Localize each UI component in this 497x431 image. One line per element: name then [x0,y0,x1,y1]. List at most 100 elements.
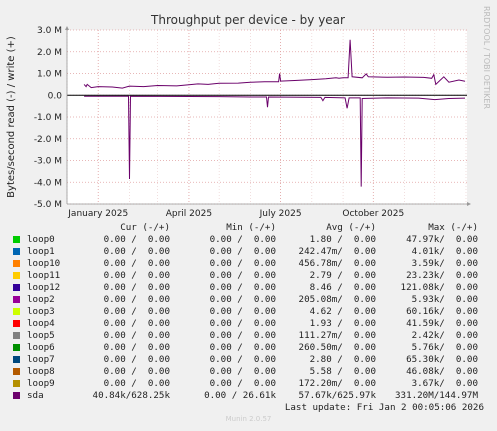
x-tick-label: July 2025 [259,209,302,219]
y-tick-label: -1.0 M [34,113,62,123]
legend-header-min: Min (-/+) [226,222,276,233]
legend-swatch [13,308,20,315]
legend-swatch [13,296,20,303]
legend-row-loop5: loop5 0.00 / 0.00 0.00 / 0.00 111.27m/ 0.00… [0,330,497,342]
legend-value-max: 47.97k/ 0.00 [406,234,478,245]
legend-value-cur: 0.00 / 0.00 [103,342,170,353]
legend-series-name: loop12 [27,282,61,293]
chart-title: Throughput per device - by year [150,13,345,27]
legend-swatch [13,368,20,375]
chart: Throughput per device - by year January … [6,6,491,219]
legend-value-min: 0.00 / 0.00 [209,366,276,377]
legend-value-max: 121.08k/ 0.00 [400,282,478,293]
legend-swatch [13,272,20,279]
legend-value-avg: 4.62 / 0.00 [309,306,376,317]
legend: Cur (-/+) Min (-/+) Avg (-/+) Max (-/+) … [0,222,497,402]
legend-value-max: 2.42k/ 0.00 [411,330,478,341]
legend-value-avg: 205.08m/ 0.00 [298,294,376,305]
munin-version: Munin 2.0.57 [225,415,272,423]
legend-series-name: loop9 [27,378,55,389]
legend-value-min: 0.00 / 0.00 [209,354,276,365]
legend-value-avg: 172.20m/ 0.00 [298,378,376,389]
legend-value-min: 0.00 / 0.00 [209,246,276,257]
legend-row-loop7: loop7 0.00 / 0.00 0.00 / 0.00 2.80 / 0.00 65… [0,354,497,366]
y-tick-label: 1.0 M [37,70,62,80]
y-tick-label: -5.0 M [34,200,62,210]
legend-swatch [13,344,20,351]
legend-value-max: 46.08k/ 0.00 [406,366,478,377]
legend-value-avg: 1.93 / 0.00 [309,318,376,329]
legend-row-loop11: loop11 0.00 / 0.00 0.00 / 0.00 2.79 / 0.00 2… [0,270,497,282]
legend-value-min: 0.00 / 26.61k [204,390,276,401]
legend-swatch [13,260,20,267]
legend-header-cur: Cur (-/+) [120,222,170,233]
legend-series-name: loop10 [27,258,61,269]
legend-value-max: 5.76k/ 0.00 [411,342,478,353]
series-line-sda-write [83,39,466,89]
legend-value-min: 0.00 / 0.00 [209,258,276,269]
legend-value-cur: 0.00 / 0.00 [103,246,170,257]
legend-value-max: 3.67k/ 0.00 [411,378,478,389]
legend-series-name: loop7 [27,354,55,365]
legend-value-cur: 0.00 / 0.00 [103,330,170,341]
y-tick-label: 0.0 [48,91,63,101]
x-tick-label: January 2025 [67,209,128,219]
legend-row-loop8: loop8 0.00 / 0.00 0.00 / 0.00 5.58 / 0.00 46… [0,366,497,378]
legend-value-avg: 456.78m/ 0.00 [298,258,376,269]
legend-swatch [13,236,20,243]
x-tick-label: October 2025 [342,209,404,219]
legend-value-cur: 0.00 / 0.00 [103,270,170,281]
legend-value-min: 0.00 / 0.00 [209,330,276,341]
legend-series-name: loop0 [27,234,55,245]
legend-value-max: 23.23k/ 0.00 [406,270,478,281]
legend-value-avg: 111.27m/ 0.00 [298,330,376,341]
legend-value-min: 0.00 / 0.00 [209,234,276,245]
y-tick-label: 2.0 M [37,48,62,58]
legend-value-max: 3.59k/ 0.00 [411,258,478,269]
legend-value-min: 0.00 / 0.00 [209,270,276,281]
legend-value-max: 331.20M/144.97M [395,390,478,401]
legend-value-avg: 57.67k/625.97k [298,390,376,401]
legend-series-name: sda [27,390,44,401]
legend-value-max: 65.30k/ 0.00 [406,354,478,365]
y-tick-label: -4.0 M [34,178,62,188]
legend-swatch [13,320,20,327]
legend-swatch [13,356,20,363]
legend-row-loop9: loop9 0.00 / 0.00 0.00 / 0.00 172.20m/ 0.00… [0,378,497,390]
legend-value-avg: 260.50m/ 0.00 [298,342,376,353]
y-axis-arrow [65,26,69,30]
legend-row-loop4: loop4 0.00 / 0.00 0.00 / 0.00 1.93 / 0.00 41… [0,318,497,330]
legend-value-cur: 0.00 / 0.00 [103,258,170,269]
legend-series-name: loop2 [27,294,55,305]
y-tick-label: 3.0 M [37,26,62,36]
legend-value-max: 5.93k/ 0.00 [411,294,478,305]
y-tick-label: -3.0 M [34,157,62,167]
legend-header-avg: Avg (-/+) [326,222,376,233]
legend-value-min: 0.00 / 0.00 [209,294,276,305]
legend-value-max: 41.59k/ 0.00 [406,318,478,329]
legend-value-min: 0.00 / 0.00 [209,282,276,293]
legend-row-loop0: loop0 0.00 / 0.00 0.00 / 0.00 1.80 / 0.00 47… [0,234,497,246]
series-line-sda-read [84,95,466,187]
legend-value-cur: 0.00 / 0.00 [103,366,170,377]
legend-row-loop2: loop2 0.00 / 0.00 0.00 / 0.00 205.08m/ 0.00… [0,294,497,306]
legend-header-max: Max (-/+) [428,222,478,233]
legend-value-avg: 2.80 / 0.00 [309,354,376,365]
legend-series-name: loop4 [27,318,55,329]
legend-value-min: 0.00 / 0.00 [209,306,276,317]
legend-value-cur: 0.00 / 0.00 [103,354,170,365]
legend-series-name: loop6 [27,342,55,353]
x-axis-arrow [467,202,471,206]
legend-series-name: loop8 [27,366,55,377]
legend-swatch [13,284,20,291]
legend-value-min: 0.00 / 0.00 [209,318,276,329]
legend-value-max: 60.16k/ 0.00 [406,306,478,317]
legend-value-max: 4.01k/ 0.00 [411,246,478,257]
legend-swatch [13,392,20,399]
legend-value-cur: 0.00 / 0.00 [103,318,170,329]
legend-row-loop1: loop1 0.00 / 0.00 0.00 / 0.00 242.47m/ 0.00… [0,246,497,258]
legend-value-avg: 242.47m/ 0.00 [298,246,376,257]
legend-value-cur: 0.00 / 0.00 [103,306,170,317]
legend-value-cur: 0.00 / 0.00 [103,378,170,389]
legend-row-loop6: loop6 0.00 / 0.00 0.00 / 0.00 260.50m/ 0.00… [0,342,497,354]
